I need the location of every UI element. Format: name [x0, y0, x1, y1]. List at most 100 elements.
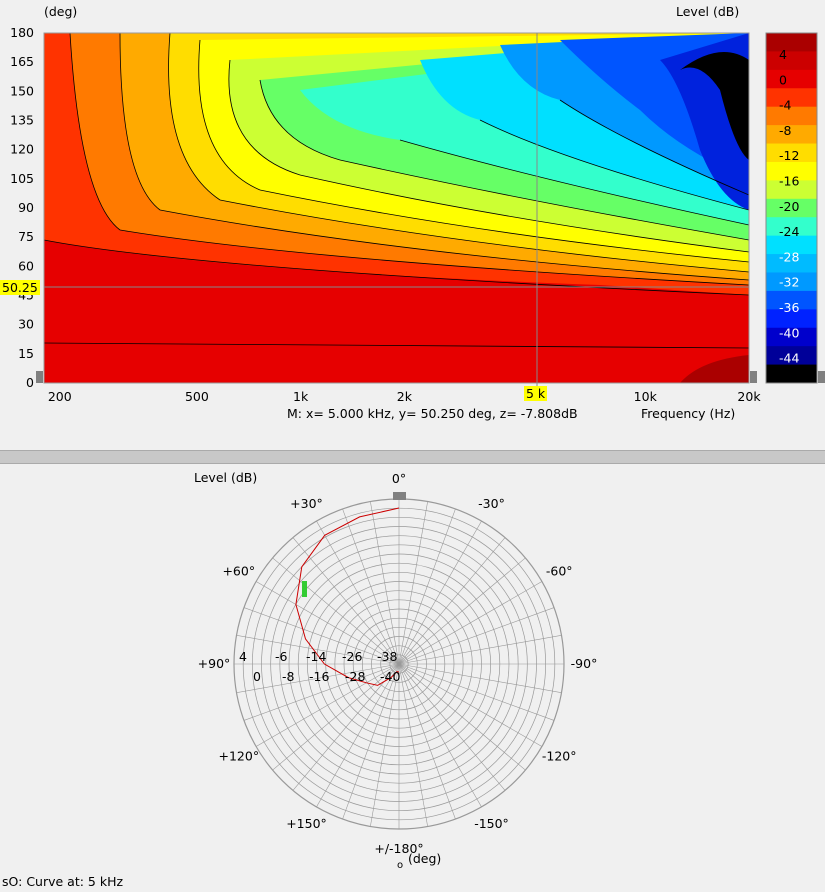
polar-spoke [316, 520, 400, 665]
polar-spoke [398, 663, 562, 693]
polar-spoke [398, 537, 506, 665]
polar-ring [297, 562, 501, 766]
color-scale-label: -28 [779, 249, 799, 264]
x-tick-label: 20k [737, 389, 761, 404]
db-label-minus40: -40 [380, 669, 401, 684]
scale-scroll-handle[interactable] [818, 371, 825, 383]
polar-spoke [398, 663, 428, 827]
polar-angle-label: -90° [571, 656, 598, 671]
polar-spoke [370, 663, 400, 827]
polar-spoke [342, 508, 400, 665]
left-scroll-handle[interactable] [36, 371, 43, 383]
y-tick-label: 60 [18, 258, 34, 273]
color-scale-band [766, 235, 817, 255]
color-scale-label: -44 [779, 351, 799, 366]
color-scale-label: -12 [779, 148, 799, 163]
y-tick-label: 150 [10, 83, 34, 98]
polar-ring [334, 599, 464, 729]
y-tick-label: 0 [26, 375, 34, 390]
small-o-label: o [397, 860, 404, 871]
color-scale-label: -4 [779, 98, 792, 113]
color-scale-band [766, 309, 817, 329]
polar-angle-label: -120° [542, 749, 577, 764]
x-axis-unit: Frequency (Hz) [641, 406, 736, 421]
color-scale-label: -16 [779, 174, 799, 189]
color-scale-band [766, 161, 817, 181]
x-axis-ticks: 200 500 1k 2k 10k 20k [48, 389, 761, 404]
polar-spoke [398, 663, 526, 771]
polar-ring [242, 507, 556, 821]
polar-spoke [398, 607, 555, 665]
polar-top-handle[interactable] [393, 492, 406, 500]
y-tick-label: 120 [10, 142, 34, 157]
cursor-y-label: 50.25 [0, 280, 40, 295]
color-scale-band [766, 33, 817, 52]
polar-ring [306, 571, 492, 757]
color-scale-label: -20 [779, 199, 799, 214]
x-tick-label: 1k [293, 389, 309, 404]
polar-angle-label: 0° [392, 471, 406, 486]
db-label-0: 0 [253, 669, 261, 684]
polar-ring [270, 535, 528, 793]
y-tick-label: 105 [10, 171, 34, 186]
y-tick-label: 165 [10, 54, 34, 69]
polar-spoke [398, 520, 482, 665]
y-tick-label: 15 [18, 346, 34, 361]
polar-angle-label: +120° [218, 749, 259, 764]
polar-angle-label: -150° [474, 816, 509, 831]
color-scale-band [766, 346, 817, 366]
polar-spoke [342, 663, 400, 820]
color-scale-label: -24 [779, 224, 799, 239]
polar-ring [343, 608, 455, 720]
polar-deg-unit: (deg) [408, 851, 442, 866]
polar-level-title: Level (dB) [194, 470, 258, 485]
color-scale-label: -8 [779, 123, 792, 138]
polar-ring [261, 526, 537, 802]
color-scale-band [766, 290, 817, 310]
color-scale-label: -40 [779, 325, 799, 340]
cursor-x-label: 5 k [524, 386, 548, 401]
polar-spoke [398, 581, 543, 665]
polar-angle-labels: 0°-30°-60°-90°-120°-150°+/-180°+150°+120… [198, 471, 598, 856]
polar-ring [251, 516, 547, 812]
color-scale-label: -36 [779, 300, 799, 315]
polar-angle-label: +90° [198, 656, 231, 671]
color-scale-bar: 4 0 -4 -8 -12 -16 -20 -24 -28 -32 -36 -40 -44 [765, 32, 818, 384]
y-tick-label: 135 [10, 113, 34, 128]
polar-spoke [398, 663, 482, 808]
db-label-minus38: -38 [377, 649, 398, 664]
polar-spoke [398, 557, 526, 665]
polar-spoke [316, 663, 400, 808]
panel-splitter[interactable] [0, 450, 825, 464]
polar-ring [233, 498, 565, 830]
polar-marker[interactable] [302, 581, 307, 597]
polar-spoke [398, 508, 456, 665]
y-tick-label: 90 [18, 200, 34, 215]
color-scale-band [766, 198, 817, 218]
color-scale-band [766, 143, 817, 163]
color-scale-label: -32 [779, 275, 799, 290]
polar-ring [352, 617, 446, 711]
cursor-readout: M: x= 5.000 kHz, y= 50.250 deg, z= -7.80… [287, 406, 578, 421]
color-scale-band [766, 254, 817, 273]
db-label-minus16: -16 [309, 669, 330, 684]
polar-spoke [398, 663, 456, 820]
polar-angle-label: -30° [478, 496, 505, 511]
db-label-minus8: -8 [282, 669, 295, 684]
polar-spoke [398, 635, 562, 665]
polar-spoke [398, 663, 543, 747]
db-label-minus14: -14 [306, 649, 327, 664]
polar-ring [325, 590, 473, 738]
color-scale-band [766, 180, 817, 200]
polar-spoke [398, 663, 506, 791]
polar-ring [361, 626, 437, 702]
right-scroll-handle[interactable] [750, 371, 757, 383]
polar-angle-label: +30° [290, 496, 323, 511]
color-scale-label: 0 [779, 72, 787, 87]
polar-ring [288, 553, 510, 775]
color-scale-band [766, 272, 817, 292]
y-tick-label: 30 [18, 317, 34, 332]
db-label-minus26: -26 [342, 649, 363, 664]
